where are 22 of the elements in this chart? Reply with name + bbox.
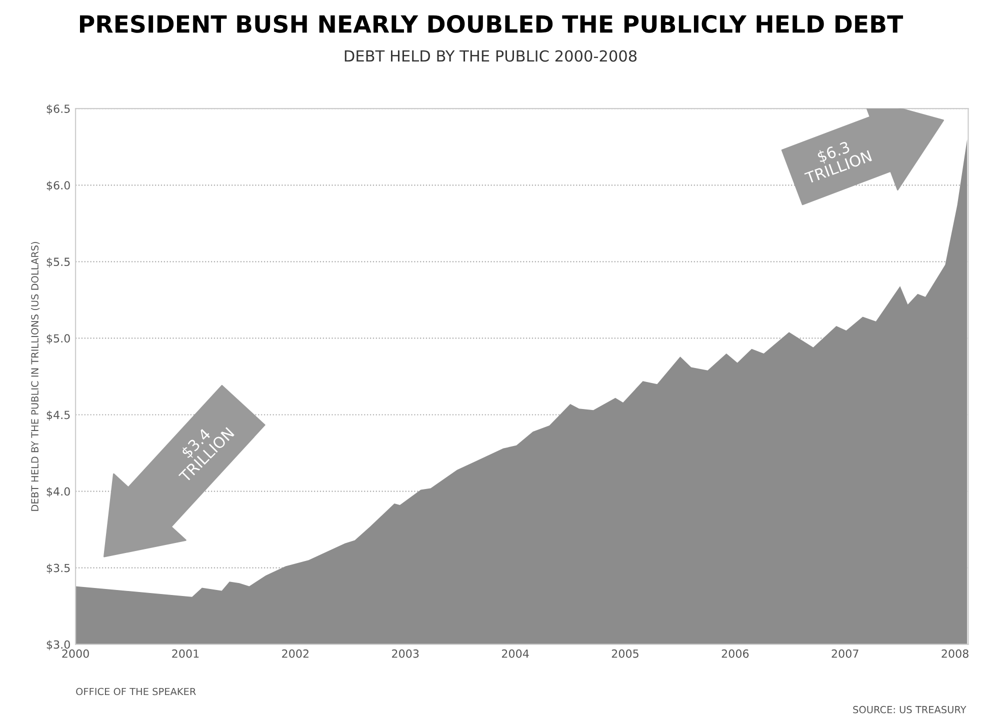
- x-tick-label: 2006: [722, 649, 749, 658]
- x-tick-label: 2008: [942, 649, 968, 658]
- chart-title: PRESIDENT BUSH NEARLY DOUBLED THE PUBLICLY HELD DEBT: [80, 15, 904, 33]
- y-tick-label: $5.5: [46, 257, 70, 268]
- x-tick-label: 2002: [282, 649, 308, 658]
- y-tick-label: $5.0: [46, 334, 70, 344]
- x-tick-label: 2007: [832, 649, 858, 658]
- x-tick-label: 2001: [172, 649, 199, 658]
- y-tick-label: $4.5: [46, 410, 70, 421]
- y-axis-title: DEBT HELD BY THE PUBLIC IN TRILLIONS (US DOLLARS): [30, 242, 40, 511]
- x-tick-label: 2003: [392, 649, 419, 658]
- x-tick-label: 2004: [502, 649, 529, 658]
- y-tick-label: $4.0: [46, 487, 70, 498]
- y-tick-label: $3.0: [46, 640, 70, 650]
- source-note: SOURCE: US TREASURY: [853, 706, 966, 714]
- y-tick-label: $3.5: [46, 564, 70, 574]
- x-tick-label: 2005: [612, 649, 638, 658]
- chart-subtitle: DEBT HELD BY THE PUBLIC 2000-2008: [344, 50, 637, 62]
- x-tick-label: 2000: [62, 649, 89, 658]
- text: OFFICE OF THE SPEAKER: [76, 688, 196, 696]
- y-tick-label: $6.5: [46, 104, 70, 114]
- y-tick-label: $6.0: [46, 180, 70, 191]
